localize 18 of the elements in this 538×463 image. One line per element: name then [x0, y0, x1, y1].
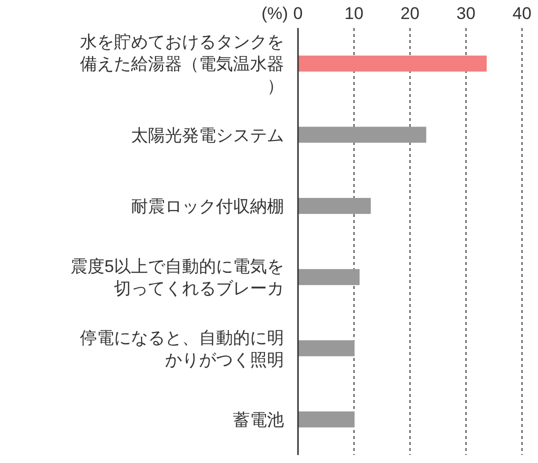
bar: [298, 411, 355, 428]
y-tick-label: 水を貯めておけるタンクを備えた給湯器（電気温水器）: [80, 32, 284, 96]
x-tick-label: 10: [344, 4, 364, 23]
y-tick-label: 停電になると、自動的に明かりがつく照明: [80, 328, 284, 370]
y-tick-label: 蓄電池: [233, 410, 284, 430]
x-tick-label: 30: [456, 4, 476, 23]
x-tick-label: 20: [400, 4, 420, 23]
bar: [298, 269, 360, 286]
bar: [298, 198, 371, 214]
y-tick-label: 太陽光発電システム: [131, 126, 284, 145]
x-axis-title: (%): [262, 4, 288, 23]
x-tick-label: 40: [512, 4, 532, 23]
bar: [298, 56, 487, 72]
y-tick-label: 震度5以上で自動的に電気を切ってくれるブレーカ: [70, 257, 284, 298]
x-tick-label: 0: [293, 4, 303, 23]
y-tick-label: 耐震ロック付収納棚: [131, 196, 284, 216]
bar: [298, 126, 426, 143]
bar: [298, 340, 355, 356]
